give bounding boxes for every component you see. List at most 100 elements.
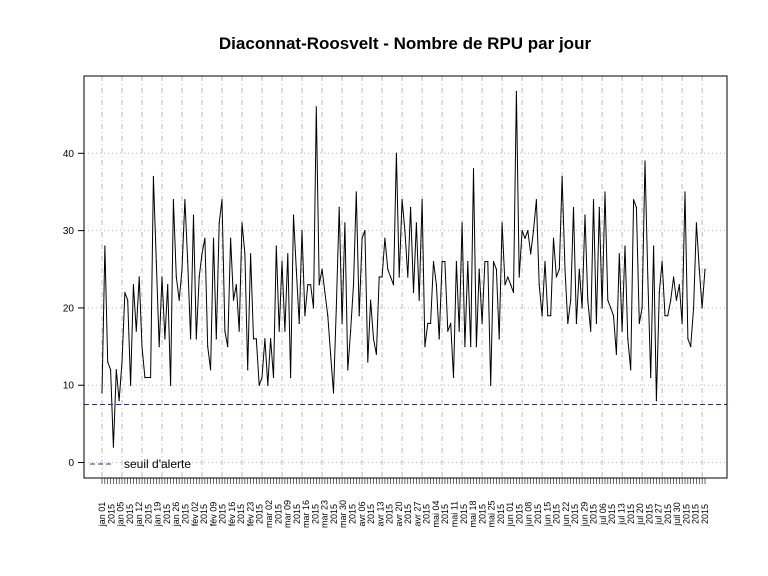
- x-tick-label: jun 29: [579, 502, 589, 528]
- data-point: [532, 230, 535, 232]
- data-point: [561, 175, 563, 178]
- data-point: [638, 322, 640, 324]
- series-line-rpu: [101, 91, 706, 448]
- data-point: [152, 175, 155, 178]
- data-point: [141, 345, 143, 348]
- data-point: [238, 330, 240, 332]
- data-point: [244, 253, 246, 255]
- data-point: [538, 284, 540, 286]
- data-point: [427, 322, 429, 324]
- data-point: [198, 276, 200, 278]
- data-point: [435, 284, 437, 286]
- grid-layer: [84, 76, 727, 478]
- x-tick-label: 2015: [403, 504, 413, 524]
- data-point: [418, 299, 420, 301]
- data-point: [667, 315, 669, 317]
- y-tick-label: 30: [63, 226, 75, 237]
- data-point: [175, 276, 177, 278]
- data-point: [584, 214, 586, 216]
- data-point: [261, 376, 263, 379]
- data-point: [164, 338, 166, 340]
- x-tick-label: 2015: [691, 504, 701, 524]
- data-point: [355, 191, 357, 193]
- data-point: [307, 284, 309, 286]
- data-point: [344, 222, 346, 224]
- data-point: [390, 276, 392, 278]
- data-point: [172, 199, 175, 201]
- data-point: [432, 260, 435, 263]
- data-point: [395, 152, 397, 154]
- x-tick-label: mai 18: [468, 500, 478, 527]
- data-point: [650, 376, 652, 379]
- data-point: [232, 299, 235, 301]
- x-tick-label: jan 05: [116, 502, 126, 528]
- data-point: [630, 369, 632, 371]
- data-point: [567, 322, 569, 324]
- data-point: [195, 338, 197, 340]
- data-point: [464, 345, 466, 348]
- data-point: [618, 253, 620, 255]
- x-tick-label: mar 16: [301, 500, 311, 528]
- data-point: [247, 369, 249, 371]
- data-point: [401, 199, 403, 201]
- data-point: [447, 330, 449, 332]
- data-point: [189, 338, 192, 340]
- x-tick-label: 2015: [125, 504, 135, 524]
- x-tick-label: fév 16: [227, 502, 237, 527]
- data-point: [578, 268, 580, 270]
- data-point: [421, 199, 423, 201]
- data-point: [478, 268, 480, 270]
- data-point: [321, 268, 323, 270]
- x-tick-label: 2015: [644, 504, 654, 524]
- x-tick-label: fév 23: [245, 502, 255, 527]
- data-point: [558, 268, 560, 270]
- data-point: [184, 199, 186, 201]
- x-tick-label: jan 12: [134, 502, 144, 528]
- data-point: [241, 222, 243, 224]
- x-tick-label: mai 04: [431, 500, 441, 527]
- data-point: [290, 376, 292, 379]
- data-point: [704, 268, 706, 270]
- data-point: [470, 345, 472, 348]
- data-point: [138, 276, 140, 278]
- data-point: [367, 361, 369, 363]
- x-tick-label: 2015: [514, 504, 524, 524]
- data-point: [415, 222, 417, 224]
- data-point: [381, 276, 383, 278]
- data-point: [590, 330, 592, 332]
- series-layer: [84, 90, 727, 448]
- x-tick-label: avr 20: [394, 501, 404, 526]
- data-point: [315, 106, 317, 108]
- data-point: [450, 322, 452, 324]
- data-point: [215, 338, 217, 340]
- data-point: [521, 230, 523, 232]
- data-point: [378, 276, 380, 278]
- data-point: [304, 315, 306, 317]
- data-point: [587, 299, 589, 301]
- x-tick-label: juil 30: [672, 502, 682, 527]
- data-point: [370, 299, 372, 301]
- data-point: [338, 206, 340, 209]
- x-tick-label: jun 08: [524, 502, 534, 528]
- data-point: [564, 268, 566, 270]
- data-point: [592, 199, 595, 201]
- data-point: [510, 284, 512, 286]
- x-tick-label: mai 25: [487, 500, 497, 527]
- data-point: [209, 369, 212, 371]
- data-point: [258, 384, 260, 386]
- x-tick-label: 2015: [663, 504, 673, 524]
- data-point: [129, 384, 132, 386]
- x-tick-label: 2015: [496, 504, 506, 524]
- data-point: [121, 361, 123, 363]
- x-tick-label: 2015: [255, 504, 265, 524]
- data-point: [255, 338, 257, 340]
- x-tick-label: jun 01: [505, 502, 515, 528]
- data-point: [132, 284, 135, 286]
- data-point: [310, 284, 312, 286]
- data-point: [221, 199, 223, 201]
- data-point: [632, 199, 635, 201]
- data-point: [641, 307, 643, 309]
- x-tick-label: jul 20: [635, 503, 645, 526]
- plot-frame: [83, 75, 728, 479]
